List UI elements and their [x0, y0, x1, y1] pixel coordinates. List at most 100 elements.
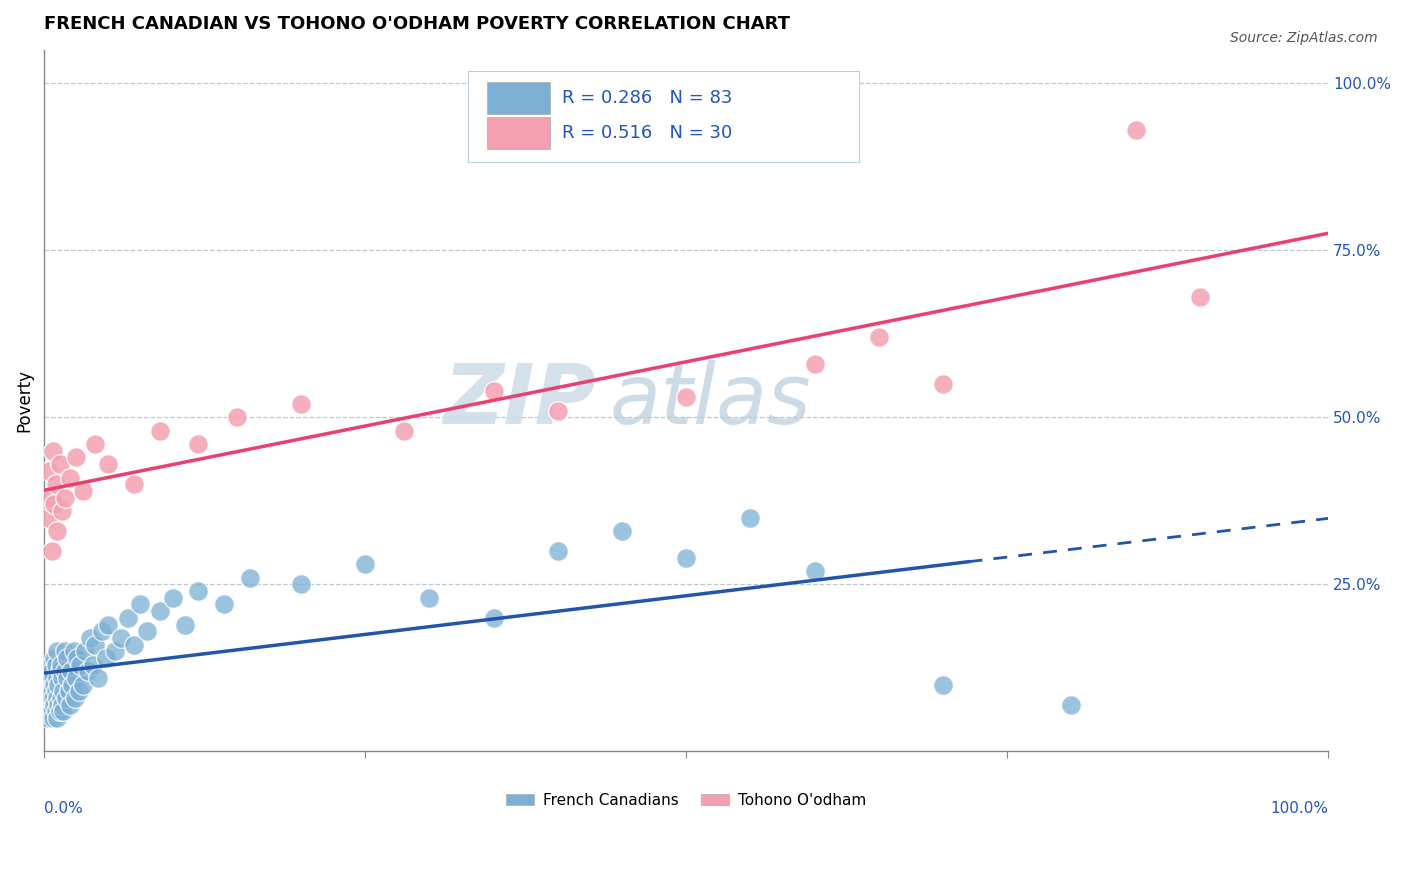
Point	[122, 638, 145, 652]
Point	[37, 510, 59, 524]
Point	[149, 604, 172, 618]
Text: Source: ZipAtlas.com: Source: ZipAtlas.com	[1230, 31, 1378, 45]
Point	[135, 624, 157, 639]
Point	[174, 617, 197, 632]
Point	[49, 657, 72, 672]
Point	[72, 678, 94, 692]
Point	[62, 644, 84, 658]
Point	[41, 544, 63, 558]
Text: ZIP: ZIP	[444, 360, 596, 442]
Point	[69, 657, 91, 672]
Text: 100.0%: 100.0%	[1270, 801, 1329, 815]
Point	[66, 651, 89, 665]
Point	[44, 497, 66, 511]
Point	[41, 665, 63, 679]
Point	[48, 705, 70, 719]
Point	[149, 424, 172, 438]
Point	[53, 644, 76, 658]
Point	[45, 477, 67, 491]
Point	[803, 564, 825, 578]
Point	[868, 330, 890, 344]
Point	[59, 470, 82, 484]
Point	[65, 671, 87, 685]
Point	[38, 464, 60, 478]
Point	[129, 598, 152, 612]
Point	[46, 644, 69, 658]
Point	[48, 457, 70, 471]
Point	[90, 624, 112, 639]
Point	[39, 657, 62, 672]
Point	[162, 591, 184, 605]
Point	[418, 591, 440, 605]
FancyBboxPatch shape	[468, 70, 859, 162]
Point	[56, 671, 79, 685]
Point	[45, 657, 67, 672]
FancyBboxPatch shape	[486, 82, 550, 114]
Point	[675, 390, 697, 404]
Point	[76, 665, 98, 679]
Point	[392, 424, 415, 438]
Point	[82, 657, 104, 672]
Point	[52, 684, 75, 698]
Point	[35, 691, 58, 706]
Point	[87, 671, 110, 685]
Point	[63, 691, 86, 706]
Legend: French Canadians, Tohono O'odham: French Canadians, Tohono O'odham	[501, 787, 872, 814]
Y-axis label: Poverty: Poverty	[15, 369, 32, 432]
Point	[187, 437, 209, 451]
Point	[60, 678, 83, 692]
Point	[67, 684, 90, 698]
Point	[51, 504, 73, 518]
Point	[39, 698, 62, 712]
Point	[46, 671, 69, 685]
Point	[932, 678, 955, 692]
Point	[79, 631, 101, 645]
Point	[58, 684, 80, 698]
Point	[354, 558, 377, 572]
Point	[84, 638, 107, 652]
Point	[44, 678, 66, 692]
Point	[225, 410, 247, 425]
Point	[482, 384, 505, 398]
Text: R = 0.516   N = 30: R = 0.516 N = 30	[561, 124, 733, 143]
Point	[238, 571, 260, 585]
Point	[1060, 698, 1083, 712]
Point	[46, 678, 69, 692]
Point	[110, 631, 132, 645]
Point	[39, 491, 62, 505]
Point	[53, 665, 76, 679]
Point	[42, 671, 65, 685]
Point	[39, 678, 62, 692]
Point	[38, 705, 60, 719]
Text: atlas: atlas	[609, 360, 811, 442]
Point	[46, 698, 69, 712]
Point	[547, 403, 569, 417]
Text: R = 0.286   N = 83: R = 0.286 N = 83	[561, 88, 733, 106]
Point	[187, 584, 209, 599]
Point	[94, 651, 117, 665]
Point	[45, 684, 67, 698]
Point	[45, 705, 67, 719]
Point	[49, 691, 72, 706]
Point	[44, 651, 66, 665]
Point	[675, 550, 697, 565]
Point	[46, 711, 69, 725]
Point	[212, 598, 235, 612]
Point	[42, 711, 65, 725]
Point	[46, 524, 69, 538]
Point	[41, 705, 63, 719]
Point	[117, 611, 139, 625]
Text: FRENCH CANADIAN VS TOHONO O'ODHAM POVERTY CORRELATION CHART: FRENCH CANADIAN VS TOHONO O'ODHAM POVERT…	[44, 15, 790, 33]
Point	[51, 698, 73, 712]
Point	[290, 577, 312, 591]
Point	[51, 671, 73, 685]
Point	[122, 477, 145, 491]
Point	[48, 665, 70, 679]
Point	[1125, 123, 1147, 137]
Point	[52, 705, 75, 719]
Point	[38, 684, 60, 698]
Point	[46, 691, 69, 706]
Point	[55, 691, 77, 706]
Point	[60, 665, 83, 679]
Point	[547, 544, 569, 558]
